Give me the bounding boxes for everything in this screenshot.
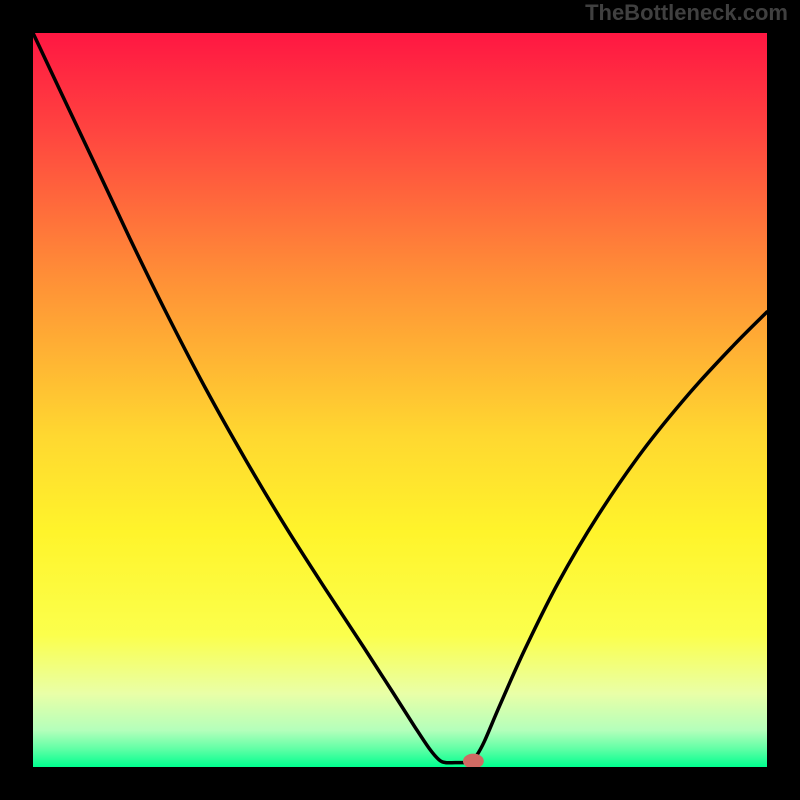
optimal-point-marker [463,754,483,767]
chart-background [33,33,767,767]
bottleneck-curve-chart [33,33,767,767]
watermark-text: TheBottleneck.com [585,0,788,26]
plot-area [33,33,767,767]
chart-frame: TheBottleneck.com [0,0,800,800]
